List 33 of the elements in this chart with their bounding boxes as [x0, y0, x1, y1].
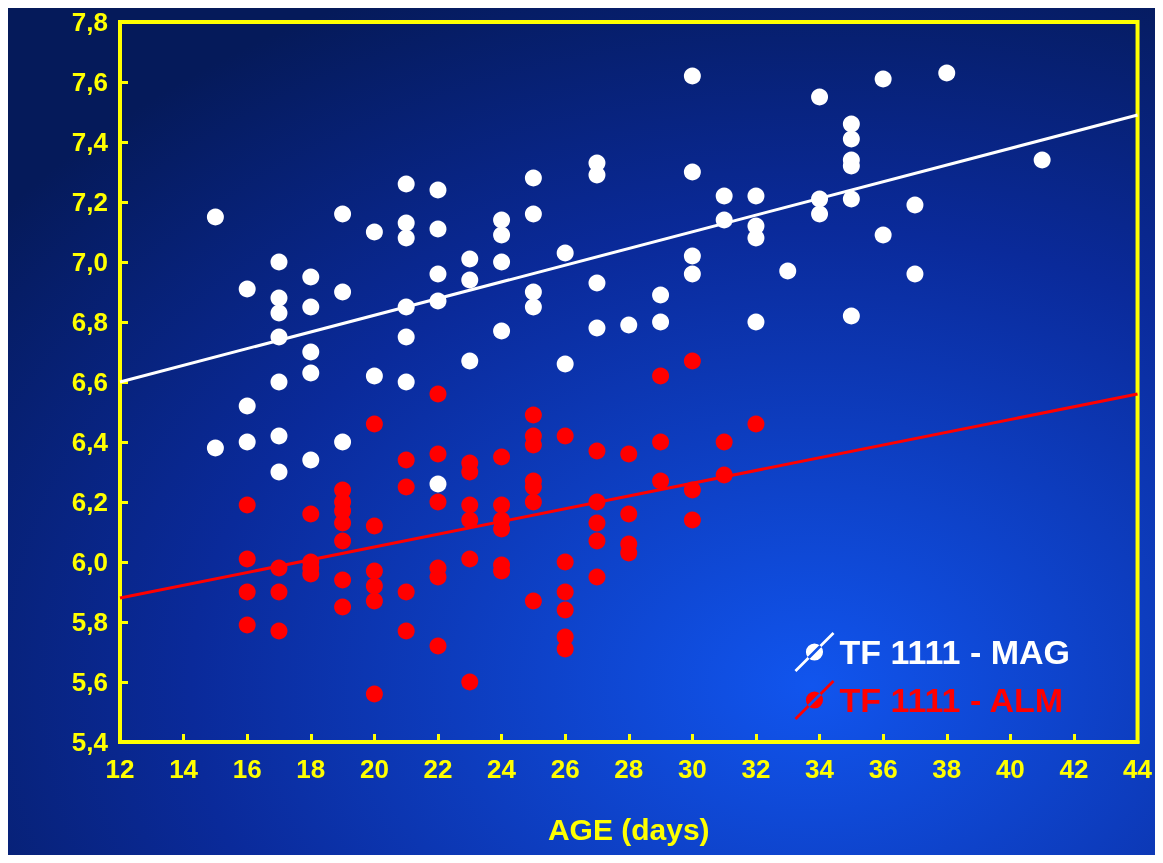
y-tick-label: 5,6 [71, 667, 108, 697]
legend-label: TF 1111 - MAG [839, 633, 1070, 671]
x-tick-label: 18 [296, 754, 326, 784]
y-tick-label: 7,4 [71, 127, 109, 157]
x-tick-label: 12 [105, 754, 135, 784]
x-tick-label: 42 [1059, 754, 1089, 784]
y-tick-label: 7,2 [71, 187, 108, 217]
x-tick-label: 34 [805, 754, 835, 784]
y-tick-label: 6,2 [71, 487, 108, 517]
x-tick-label: 44 [1123, 754, 1153, 784]
y-tick-label: 6,0 [71, 547, 108, 577]
x-tick-label: 26 [550, 754, 580, 784]
x-tick-label: 14 [169, 754, 199, 784]
y-tick-label: 7,8 [71, 7, 108, 37]
y-tick-label: 5,4 [71, 727, 109, 757]
legend-label: TF 1111 - ALM [839, 681, 1064, 719]
x-tick-label: 20 [359, 754, 389, 784]
x-tick-label: 24 [487, 754, 517, 784]
x-tick-label: 36 [868, 754, 898, 784]
x-tick-label: 16 [232, 754, 262, 784]
y-tick-label: 6,4 [71, 427, 109, 457]
x-tick-label: 38 [932, 754, 962, 784]
y-tick-label: 5,8 [71, 607, 108, 637]
x-tick-label: 30 [677, 754, 707, 784]
y-tick-label: 6,6 [71, 367, 108, 397]
x-axis-title: AGE (days) [547, 812, 710, 846]
x-tick-label: 40 [995, 754, 1025, 784]
y-tick-label: 7,6 [71, 67, 108, 97]
y-tick-label: 6,8 [71, 307, 108, 337]
x-tick-label: 32 [741, 754, 771, 784]
y-tick-label: 7,0 [71, 247, 108, 277]
x-tick-label: 28 [614, 754, 644, 784]
x-tick-label: 22 [423, 754, 453, 784]
